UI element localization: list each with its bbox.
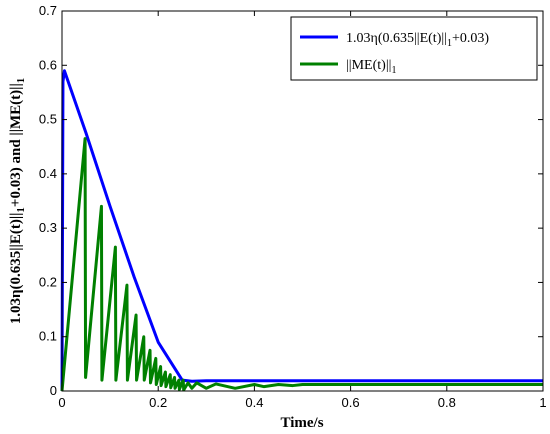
y-axis-label-sub-2: 1 (15, 78, 27, 84)
plot-frame (61, 10, 544, 392)
legend-entry-series-2-sub: 1 (391, 65, 396, 76)
x-tick-label: 0 (58, 395, 65, 410)
x-axis-label: Time/s (280, 415, 323, 431)
y-tick-label: 0.1 (39, 329, 57, 344)
y-tick-label: 0.7 (39, 3, 57, 18)
legend-entry-series-1-sub: 1 (447, 38, 452, 49)
x-tick-label: 0.4 (245, 395, 263, 410)
legend-entry-series-2: ||ME(t)||1 (346, 58, 396, 76)
y-tick-label: 0.6 (39, 57, 57, 72)
legend-entry-series-1-tail: +0.03) (452, 31, 489, 46)
y-axis-label-part-1: 1.03η(0.635||E(t)|| (8, 213, 24, 325)
x-tick-label: 0.8 (438, 395, 456, 410)
series-line-1 (60, 69, 543, 392)
legend-entry-series-1: 1.03η(0.635||E(t)||1+0.03) (346, 31, 489, 49)
legend-entry-series-1-main: 1.03η(0.635||E(t)|| (346, 31, 447, 46)
y-axis-label-part-2: +0.03) and ||ME(t)|| (8, 83, 24, 207)
y-tick-label: 0.5 (39, 112, 57, 127)
series-layer (60, 69, 543, 392)
x-tick-label: 1 (539, 395, 546, 410)
y-tick-label: 0.4 (39, 166, 57, 181)
series-line-2 (60, 137, 543, 392)
y-tick-label: 0.2 (39, 274, 57, 289)
y-axis-label: 1.03η(0.635||E(t)||1+0.03) and ||ME(t)||… (8, 78, 27, 325)
x-tick-label: 0.6 (342, 395, 360, 410)
y-tick-label: 0 (50, 383, 57, 398)
legend-box (290, 16, 538, 81)
legend-entry-series-2-main: ||ME(t)|| (346, 58, 391, 73)
y-axis-label-sub-1: 1 (15, 207, 27, 213)
y-tick-label: 0.3 (39, 220, 57, 235)
legend: 1.03η(0.635||E(t)||1+0.03) ||ME(t)||1 (290, 16, 538, 81)
x-tick-label: 0.2 (149, 395, 167, 410)
